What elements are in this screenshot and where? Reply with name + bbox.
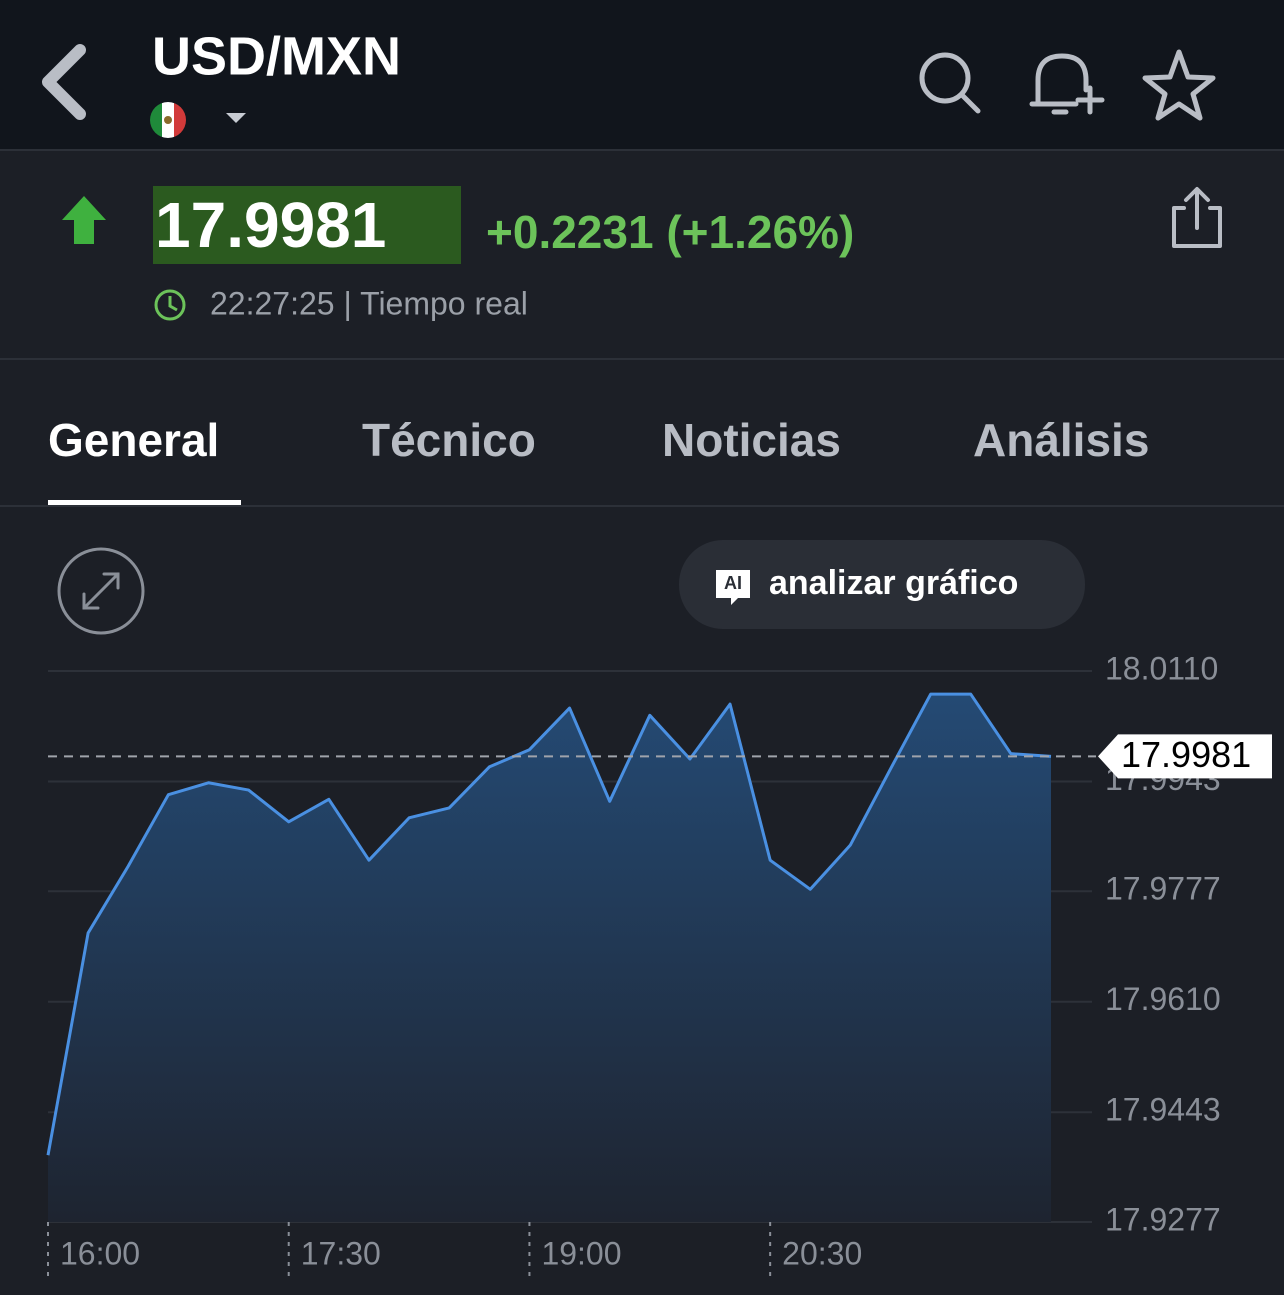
analyze-label[interactable]: analizar gráfico: [769, 564, 1018, 602]
y-tick-label: 17.9610: [1105, 981, 1221, 1017]
ai-badge: AI: [724, 573, 742, 593]
analyze-button[interactable]: [679, 540, 1085, 629]
area-fill: [48, 694, 1051, 1222]
alert-icon[interactable]: [1029, 53, 1105, 115]
x-tick-label: 17:30: [301, 1235, 381, 1271]
x-tick-label: 19:00: [541, 1235, 621, 1271]
x-tick-label: 20:30: [782, 1235, 862, 1271]
favorite-icon[interactable]: [1142, 49, 1216, 121]
expand-button[interactable]: [57, 547, 145, 635]
y-tick-label: 17.9777: [1105, 871, 1221, 907]
current-price-tag: [1098, 734, 1272, 779]
price-highlight: [153, 186, 461, 264]
price: 17.9981: [155, 189, 386, 261]
tab-active[interactable]: General: [48, 414, 219, 466]
tab[interactable]: Técnico: [362, 414, 536, 466]
y-tick-label: 18.0110: [1105, 650, 1218, 686]
up-arrow: [62, 196, 106, 244]
update-time: 22:27:25 | Tiempo real: [210, 285, 528, 321]
top-bar: [0, 0, 1284, 150]
tab-underline: [48, 500, 241, 506]
current-price-label: 17.9981: [1121, 734, 1251, 775]
tab[interactable]: Noticias: [662, 414, 841, 466]
share-icon[interactable]: [1172, 187, 1222, 248]
price-line: [46, 692, 1052, 1156]
price-change: +0.2231 (+1.26%): [486, 206, 854, 258]
ai-icon: [716, 570, 750, 605]
tab[interactable]: Análisis: [973, 414, 1149, 466]
clock-icon: [154, 289, 186, 321]
x-tick-label: 16:00: [60, 1235, 140, 1271]
y-tick-label: 17.9277: [1105, 1201, 1221, 1237]
back-button[interactable]: [42, 44, 86, 120]
dropdown-arrow[interactable]: [226, 113, 246, 123]
search-icon[interactable]: [919, 52, 981, 114]
y-tick-label: 17.9443: [1105, 1092, 1221, 1128]
flag[interactable]: [150, 102, 186, 138]
title: USD/MXN: [152, 26, 401, 86]
chart: 18.011017.994317.977717.961017.944317.92…: [46, 650, 1272, 1278]
